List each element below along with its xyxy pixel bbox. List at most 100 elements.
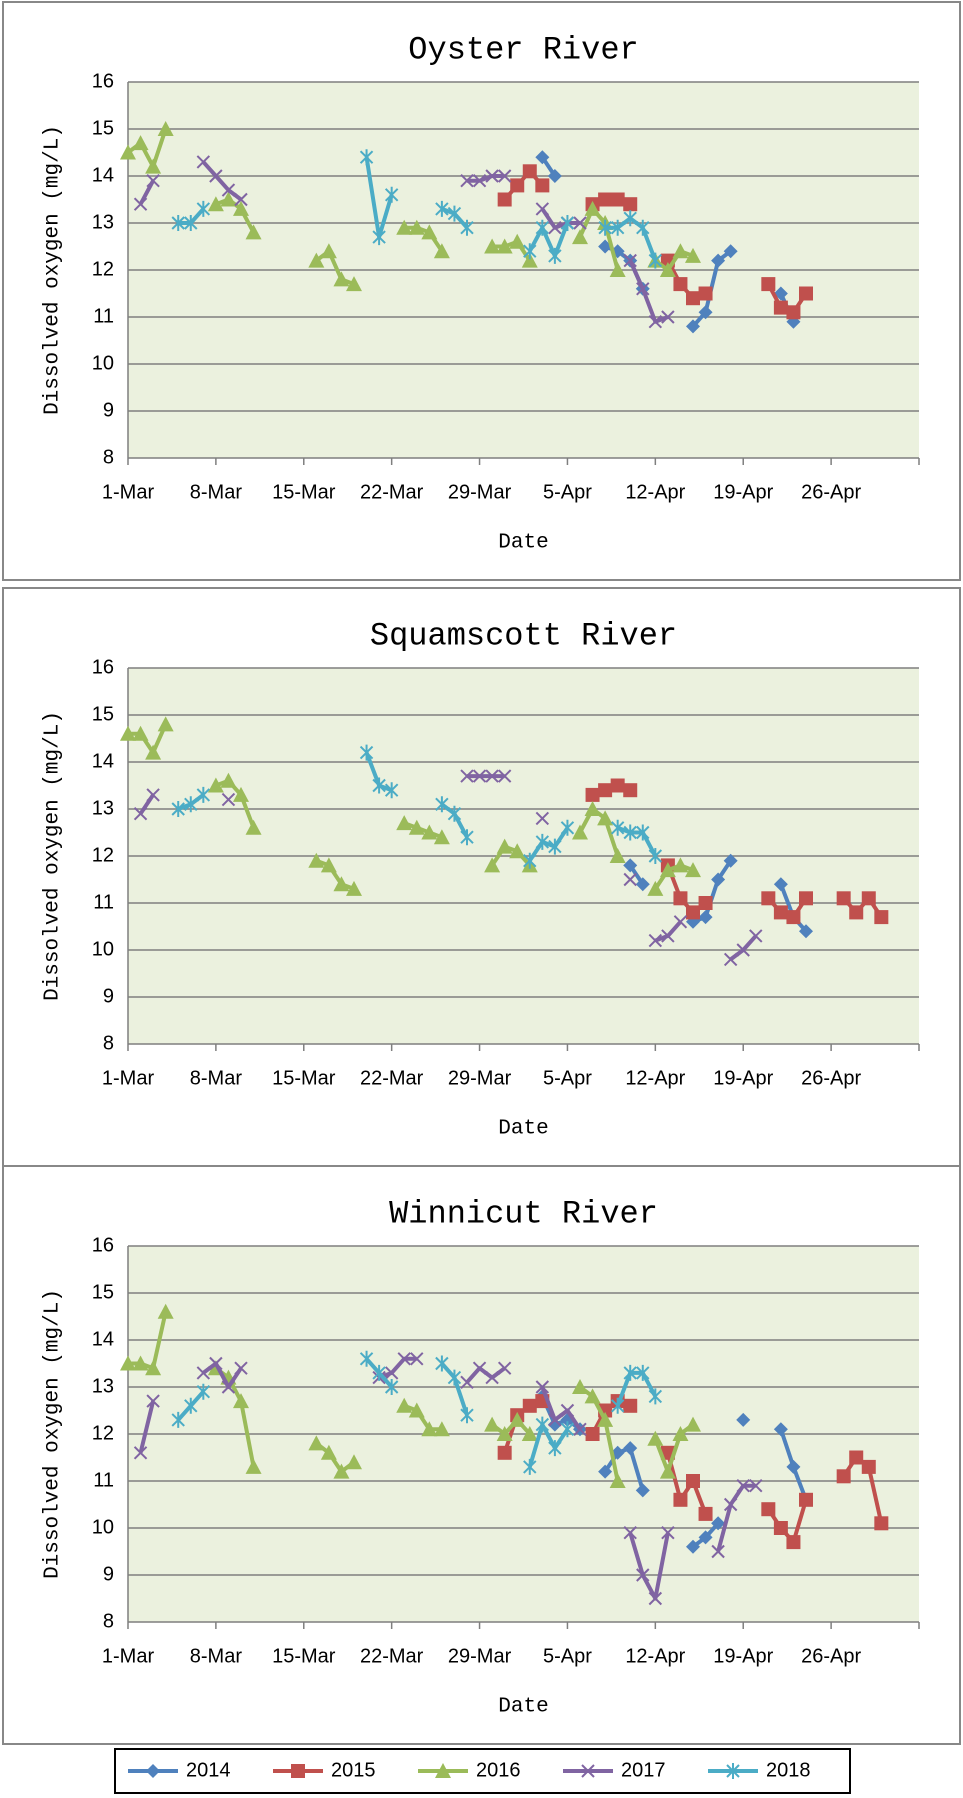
marker <box>497 1361 512 1375</box>
marker <box>648 252 663 269</box>
marker <box>610 244 625 259</box>
marker <box>145 1360 162 1376</box>
y-tick-label: 15 <box>92 703 114 725</box>
marker <box>623 210 637 227</box>
x-tick-label: 1-Mar <box>102 1645 155 1667</box>
marker <box>408 819 425 835</box>
marker <box>496 838 513 854</box>
marker <box>584 200 601 216</box>
marker <box>736 1412 751 1427</box>
marker <box>497 769 512 783</box>
x-tick-label: 29-Mar <box>448 1067 512 1089</box>
x-tick-label: 19-Apr <box>713 1067 773 1089</box>
marker <box>623 197 638 212</box>
marker <box>597 1411 614 1427</box>
marker <box>484 857 501 873</box>
marker <box>496 1426 513 1441</box>
marker <box>723 952 738 967</box>
marker <box>560 819 575 836</box>
y-tick-label: 9 <box>103 399 114 421</box>
y-tick-label: 12 <box>92 1422 114 1444</box>
x-axis-label: Date <box>498 1696 548 1719</box>
marker <box>560 1421 575 1438</box>
marker <box>435 200 449 217</box>
marker <box>233 200 249 216</box>
marker <box>874 910 889 925</box>
marker <box>346 880 362 896</box>
marker <box>245 1458 262 1474</box>
marker <box>686 319 700 334</box>
marker <box>686 905 700 920</box>
marker <box>786 305 801 320</box>
marker <box>145 158 162 174</box>
marker <box>396 219 413 235</box>
marker <box>636 1568 650 1582</box>
marker <box>723 853 738 868</box>
marker <box>610 1397 625 1414</box>
marker <box>372 777 386 794</box>
marker <box>535 202 550 216</box>
marker <box>773 905 788 920</box>
marker <box>647 1430 664 1446</box>
marker <box>661 929 675 943</box>
y-tick-label: 15 <box>92 117 114 139</box>
marker <box>761 1502 776 1517</box>
marker <box>623 824 637 841</box>
marker <box>460 219 474 236</box>
marker <box>234 192 248 207</box>
marker <box>711 872 726 887</box>
marker <box>535 219 550 236</box>
marker <box>548 838 562 855</box>
marker <box>196 1383 211 1400</box>
marker <box>196 155 211 169</box>
marker <box>522 1398 537 1413</box>
marker <box>120 1355 136 1371</box>
marker <box>573 1422 587 1437</box>
marker <box>535 178 550 193</box>
marker <box>698 1530 713 1545</box>
marker <box>308 252 325 268</box>
marker <box>196 200 211 217</box>
marker <box>636 1364 650 1381</box>
marker <box>861 891 876 906</box>
x-tick-label: 12-Apr <box>625 481 685 503</box>
marker <box>736 1478 750 1493</box>
y-tick-label: 16 <box>92 656 114 678</box>
marker <box>609 262 626 277</box>
marker <box>157 121 174 136</box>
x-tick-label: 12-Apr <box>625 1067 685 1089</box>
marker <box>421 824 438 840</box>
marker <box>535 150 550 165</box>
marker <box>120 725 136 741</box>
x-tick-label: 1-Mar <box>102 481 155 503</box>
x-tick-label: 19-Apr <box>713 481 773 503</box>
y-tick-label: 15 <box>92 1281 114 1303</box>
marker <box>726 1763 740 1779</box>
marker <box>672 243 689 259</box>
marker <box>384 1379 399 1395</box>
marker <box>661 1525 675 1540</box>
marker <box>598 192 613 207</box>
marker <box>523 243 537 260</box>
marker <box>598 219 612 236</box>
marker <box>636 282 650 296</box>
x-tick-label: 5-Apr <box>543 481 592 503</box>
y-axis-label: Dissolved oxygen (mg/L) <box>42 1289 65 1579</box>
marker <box>799 286 813 301</box>
legend: 2014 2015 2016 2017 2018 <box>114 1748 851 1794</box>
marker <box>623 783 638 798</box>
marker <box>610 192 625 207</box>
x-tick-label: 8-Mar <box>190 1645 243 1667</box>
marker <box>146 173 160 188</box>
marker <box>849 1450 864 1465</box>
y-tick-label: 11 <box>93 305 114 327</box>
y-tick-label: 14 <box>92 750 114 772</box>
marker <box>497 192 512 207</box>
marker <box>711 253 726 268</box>
marker <box>698 896 713 910</box>
marker <box>761 277 776 292</box>
marker <box>623 1441 638 1456</box>
marker <box>308 1435 325 1451</box>
marker <box>647 880 664 896</box>
marker <box>209 1356 223 1371</box>
